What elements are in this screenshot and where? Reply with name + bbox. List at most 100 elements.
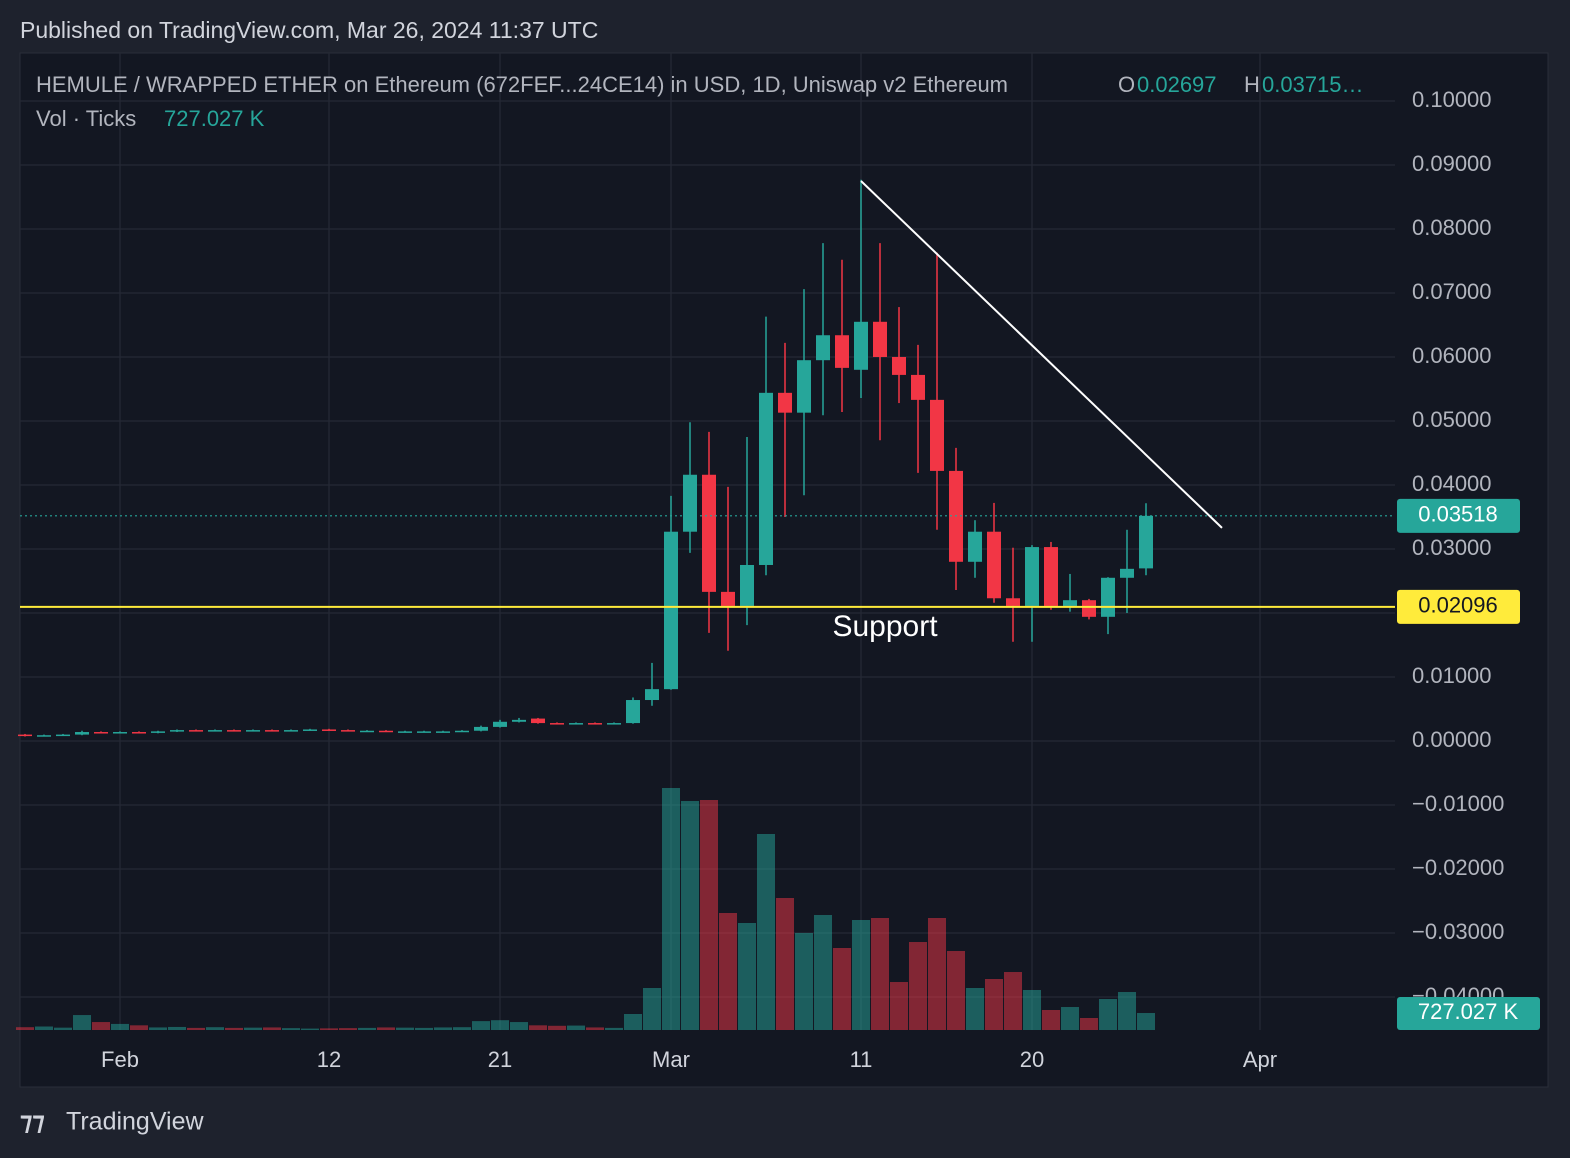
- candle-body: [588, 723, 602, 725]
- volume-bar: [35, 1026, 53, 1030]
- high-key: H: [1244, 72, 1260, 97]
- trendline: [860, 180, 1223, 529]
- y-tick-label: 0.00000: [1412, 727, 1492, 752]
- candle-body: [322, 729, 336, 731]
- candle-body: [94, 732, 108, 734]
- volume-bar: [776, 897, 794, 1030]
- volume-bar: [206, 1027, 224, 1030]
- volume-bar: [738, 922, 756, 1030]
- support-label: Support: [832, 610, 938, 643]
- volume-bar: [301, 1028, 319, 1030]
- volume-bar: [472, 1021, 490, 1030]
- x-tick-label: 20: [1020, 1047, 1044, 1072]
- candle-body: [1120, 568, 1134, 578]
- logo: ⁊⁊: [20, 1108, 45, 1136]
- candle-body: [132, 732, 146, 734]
- candle-body: [759, 392, 773, 565]
- candle-body: [208, 730, 222, 732]
- y-tick-label: 0.10000: [1412, 87, 1492, 112]
- candle-body: [170, 730, 184, 732]
- volume-bar: [92, 1022, 110, 1030]
- x-tick-label: 11: [850, 1047, 873, 1072]
- volume-bar: [149, 1027, 167, 1030]
- volume-bar: [282, 1028, 300, 1030]
- volume-bar: [852, 920, 870, 1030]
- volume-bar: [130, 1025, 148, 1030]
- last-price-tag: [1397, 498, 1520, 533]
- volume-bar: [624, 1013, 642, 1030]
- candle-body: [1101, 577, 1115, 617]
- y-tick-label: 0.01000: [1412, 663, 1492, 688]
- volume-bar: [187, 1027, 205, 1030]
- candle-body: [151, 731, 165, 733]
- candle-body: [721, 591, 735, 606]
- volume-bar: [1118, 992, 1136, 1030]
- volume-bar: [1099, 998, 1117, 1030]
- candle-body: [265, 730, 279, 732]
- candle-body: [227, 730, 241, 732]
- candle-body: [930, 399, 944, 471]
- volume-bar: [700, 800, 718, 1030]
- y-tick-label: 0.07000: [1412, 279, 1492, 304]
- volume-bar: [1137, 1013, 1155, 1030]
- candle-body: [303, 729, 317, 731]
- x-tick-label: Mar: [652, 1047, 690, 1072]
- candle-body: [1139, 515, 1153, 569]
- candle-body: [683, 474, 697, 532]
- candle-body: [341, 730, 355, 732]
- volume-bar: [168, 1026, 186, 1030]
- volume-bar: [529, 1025, 547, 1030]
- volume-bar: [966, 987, 984, 1030]
- x-tick-label: 12: [317, 1047, 341, 1072]
- candle-body: [702, 474, 716, 592]
- y-tick-label: 0.04000: [1412, 471, 1492, 496]
- volume-bar: [111, 1023, 129, 1030]
- volume-bar: [491, 1020, 509, 1030]
- volume-bar: [890, 982, 908, 1030]
- volume-bar: [320, 1028, 338, 1030]
- candle-body: [873, 321, 887, 357]
- candle-body: [569, 723, 583, 725]
- candle-body: [664, 531, 678, 690]
- volume-bar: [263, 1027, 281, 1030]
- published: Published on TradingView.com, Mar 26, 20…: [20, 17, 598, 43]
- candle-body: [626, 700, 640, 724]
- y-tick-label: −0.03000: [1412, 919, 1504, 944]
- candle-body: [18, 734, 32, 737]
- candle-body: [284, 730, 298, 732]
- volume-bar: [1061, 1007, 1079, 1030]
- candle-body: [1006, 598, 1020, 606]
- x-tick-label: Apr: [1243, 1047, 1277, 1072]
- volume-bar: [1004, 972, 1022, 1030]
- volume-key: Vol · Ticks: [36, 106, 136, 131]
- volume-bar: [586, 1027, 604, 1030]
- volume-bar: [377, 1027, 395, 1030]
- volume-bar: [510, 1022, 528, 1030]
- volume-bar: [947, 951, 965, 1030]
- open-value: 0.02697: [1137, 72, 1217, 97]
- candle-body: [911, 374, 925, 400]
- candle-body: [417, 731, 431, 733]
- volume-bar: [396, 1027, 414, 1030]
- candle-body: [1063, 600, 1077, 606]
- candle-body: [550, 723, 564, 725]
- volume-bar: [928, 917, 946, 1030]
- candle-body: [360, 730, 374, 733]
- volume-bar: [833, 947, 851, 1030]
- volume-bar: [73, 1015, 91, 1030]
- x-tick-label: Feb: [101, 1047, 139, 1072]
- volume-bar: [244, 1027, 262, 1030]
- volume-bar: [681, 801, 699, 1030]
- brand: TradingView: [66, 1108, 205, 1136]
- volume-bar: [1042, 1010, 1060, 1030]
- candle-body: [968, 531, 982, 562]
- candle-body: [987, 531, 1001, 599]
- volume-bar: [1080, 1017, 1098, 1030]
- candle-body: [1025, 547, 1039, 606]
- y-tick-label: 0.09000: [1412, 151, 1492, 176]
- volume-bar: [1023, 990, 1041, 1030]
- volume-bar: [415, 1027, 433, 1030]
- candle-body: [113, 732, 127, 734]
- candle-body: [607, 723, 621, 725]
